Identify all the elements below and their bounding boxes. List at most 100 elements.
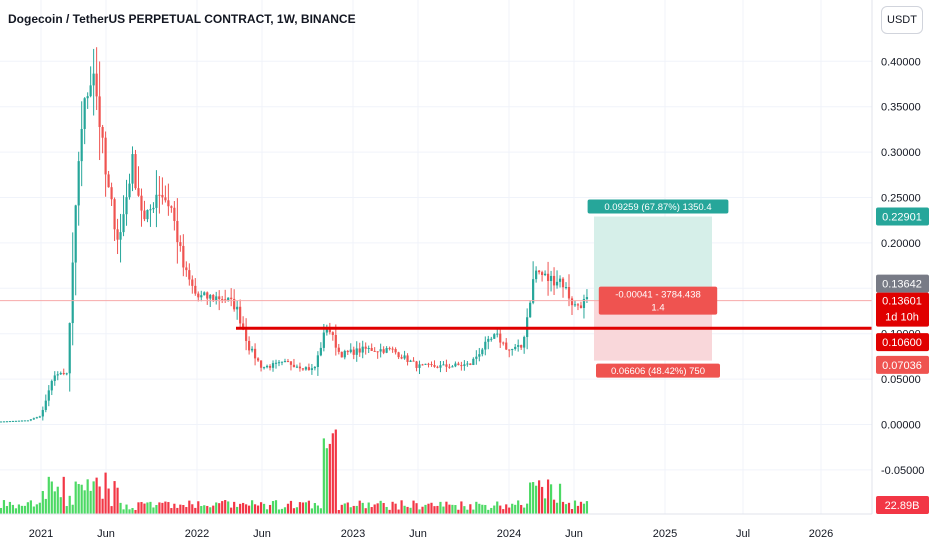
volume-bar	[570, 509, 574, 514]
candle-body	[59, 373, 62, 375]
ratio-label: 1.4	[651, 303, 664, 314]
volume-bar	[173, 503, 176, 514]
x-tick-label: 2024	[497, 528, 521, 540]
volume-bar	[493, 505, 496, 514]
volume-bar	[250, 500, 254, 514]
y-tick-label: 0.20000	[881, 238, 921, 250]
volume-bar	[331, 433, 334, 514]
level-tag-box	[876, 333, 929, 352]
volume-bar	[116, 487, 119, 514]
volume-bar	[280, 508, 284, 514]
candle-body	[436, 366, 439, 368]
volume-bar	[382, 503, 385, 514]
volume-bar	[158, 502, 161, 514]
currency-button[interactable]: USDT	[881, 6, 923, 34]
candle-body	[125, 197, 128, 215]
volume-bar	[227, 501, 230, 514]
candle-body	[170, 206, 173, 208]
last-tag-text: 0.13601	[882, 296, 922, 308]
volume-bar	[11, 504, 15, 514]
level-tag-text: 0.10600	[882, 337, 922, 349]
volume-bar	[259, 502, 263, 514]
candle-body	[421, 364, 424, 366]
volume-bar	[567, 502, 571, 514]
x-tick-label: Jun	[565, 528, 583, 540]
volume-bar	[268, 504, 272, 514]
volume-bar	[427, 503, 430, 514]
candle-body	[194, 285, 197, 294]
volume-bar	[20, 505, 23, 514]
candle-body	[250, 348, 254, 351]
volume-bar	[200, 506, 203, 514]
volume-bar	[68, 495, 71, 514]
volume-bar	[107, 488, 110, 514]
y-tick-label: 0.40000	[881, 56, 921, 68]
candle-body	[520, 345, 523, 348]
volume-bar	[463, 506, 466, 514]
volume-bar	[460, 501, 463, 514]
volume-bar	[185, 507, 188, 514]
volume-bars	[0, 429, 589, 514]
candle-body	[445, 364, 448, 367]
candle-body	[50, 380, 53, 391]
volume-bar	[478, 503, 481, 514]
candle-body	[298, 366, 302, 369]
candle-body	[185, 267, 188, 271]
candle-body	[191, 279, 194, 286]
volume-bar	[23, 505, 26, 514]
candle-body	[20, 420, 23, 422]
volume-bar	[248, 505, 251, 514]
volume-bar	[182, 505, 185, 514]
candle-body	[508, 349, 511, 351]
volume-bar	[325, 448, 328, 514]
candle-body	[5, 421, 9, 423]
candle-body	[128, 183, 131, 198]
volume-bar	[535, 485, 538, 514]
y-tick-label: 0.25000	[881, 193, 921, 205]
volume-bar	[415, 503, 418, 514]
y-tick-label: 0.30000	[881, 147, 921, 159]
candle-body	[585, 297, 589, 300]
volume-bar	[274, 500, 278, 514]
volume-bar	[86, 479, 89, 514]
volume-bar	[406, 506, 409, 514]
volume-bar	[454, 505, 457, 514]
candle-body	[259, 360, 263, 368]
volume-bar	[301, 502, 305, 514]
volume-bar	[421, 506, 424, 514]
candle-body	[295, 366, 299, 368]
volume-bar	[541, 486, 544, 514]
candle-body	[71, 262, 74, 324]
candles	[0, 47, 589, 423]
candle-body	[242, 323, 245, 330]
volume-bar	[442, 506, 445, 514]
candle-body	[466, 363, 469, 365]
volume-bar	[520, 504, 523, 514]
volume-bar	[364, 508, 367, 514]
volume-bar	[253, 504, 257, 514]
candle-body	[370, 348, 373, 351]
volume-bar	[80, 484, 83, 514]
volume-bar	[242, 502, 245, 514]
candle-body	[532, 279, 535, 303]
candle-body	[424, 363, 427, 365]
volume-bar	[409, 507, 412, 514]
volume-bar	[230, 507, 233, 514]
candle-body	[98, 96, 101, 128]
volume-bar	[316, 505, 319, 514]
candle-body	[83, 98, 86, 129]
candle-body	[140, 195, 143, 211]
candle-body	[412, 360, 415, 362]
volume-bar	[104, 472, 107, 514]
candle-body	[469, 363, 472, 366]
volume-bar	[418, 509, 421, 514]
candle-body	[535, 270, 538, 280]
volume-bar	[197, 501, 200, 514]
volume-bar	[209, 507, 212, 514]
candle-body	[26, 420, 29, 422]
candle-body	[65, 373, 68, 375]
candle-body	[77, 161, 80, 206]
candle-body	[403, 355, 406, 359]
last-tag-box	[876, 292, 929, 327]
